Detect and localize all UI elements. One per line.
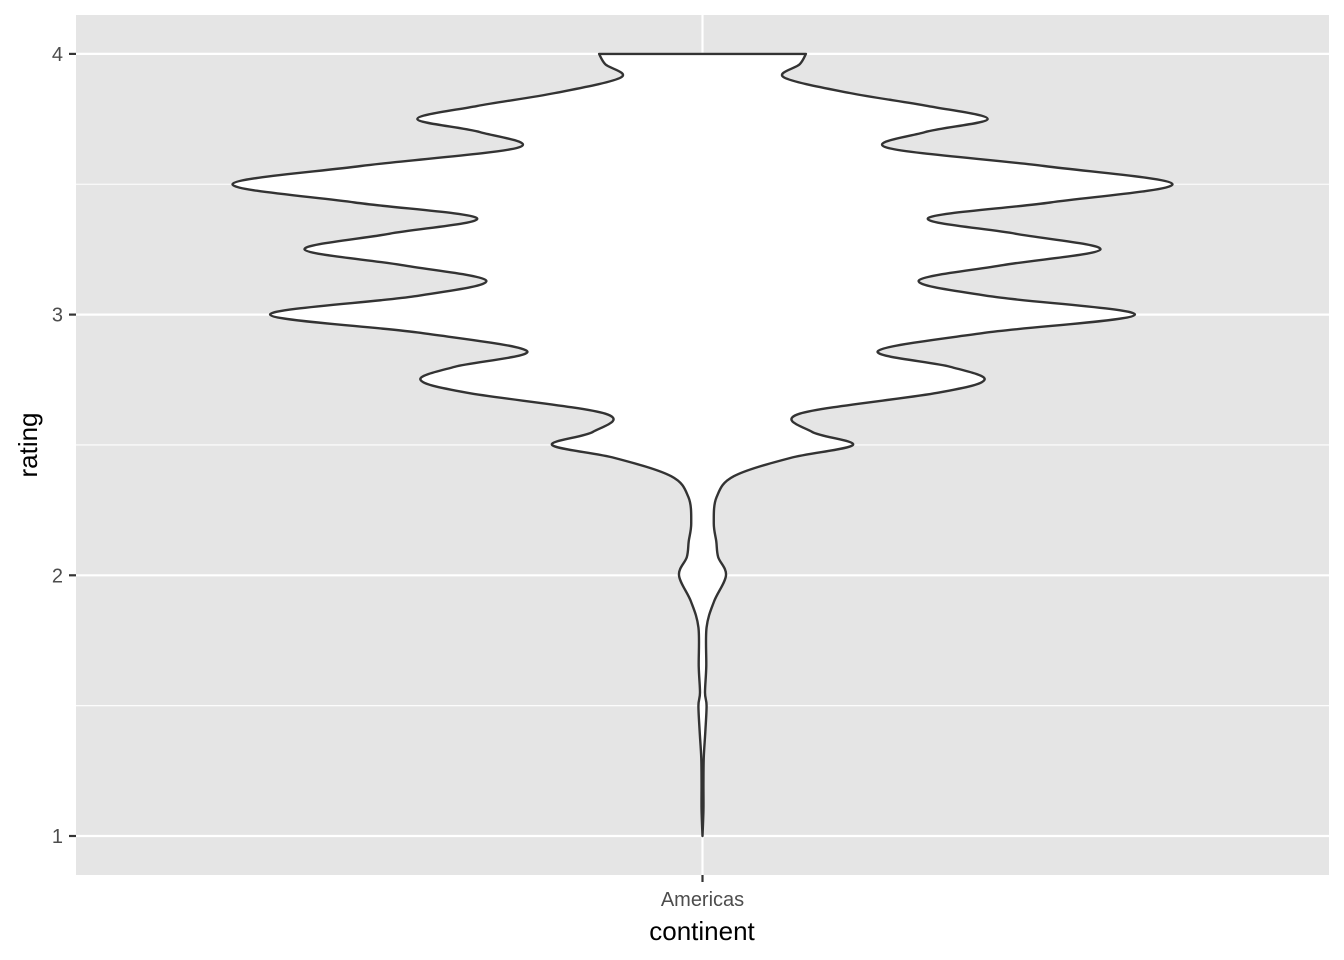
x-tick-label: Americas — [661, 889, 744, 911]
violin-americas — [231, 52, 1174, 838]
x-axis-title: continent — [649, 916, 755, 946]
y-axis-title: rating — [13, 412, 43, 477]
x-axis: Americas — [661, 875, 744, 911]
y-tick-label: 4 — [52, 44, 63, 66]
y-tick-label: 2 — [52, 565, 63, 587]
y-tick-label: 3 — [52, 305, 63, 327]
y-tick-label: 1 — [52, 826, 63, 848]
y-axis: 1 2 3 4 — [52, 44, 76, 848]
violins — [231, 52, 1174, 838]
